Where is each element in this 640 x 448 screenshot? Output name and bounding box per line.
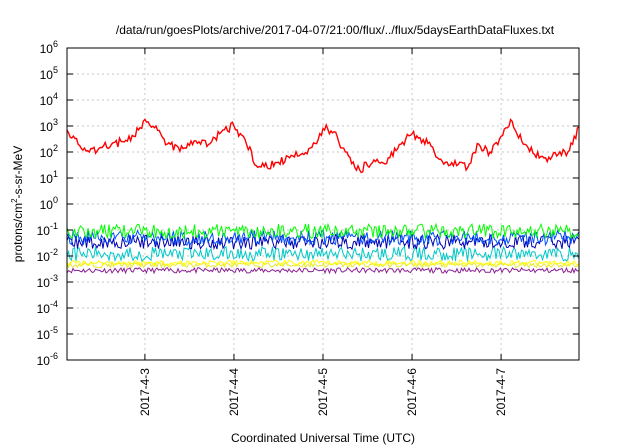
x-tick-label: 2017-4-6 [405, 368, 419, 416]
y-tick-label: 10-6 [37, 351, 58, 368]
grid-lines [67, 48, 579, 360]
y-tick-label: 10-3 [37, 273, 58, 290]
chart-title: /data/run/goesPlots/archive/2017-04-07/2… [116, 23, 555, 37]
y-tick-label: 106 [40, 39, 58, 56]
x-tick-label: 2017-4-4 [227, 368, 241, 416]
y-tick-label: 104 [40, 91, 58, 108]
series-line [66, 118, 580, 174]
y-tick-label: 101 [40, 169, 58, 186]
y-tick-label: 103 [40, 117, 58, 134]
series-line [66, 260, 579, 269]
series-line [66, 232, 579, 251]
x-tick-label: 2017-4-7 [494, 368, 508, 416]
y-tick-label: 105 [40, 65, 58, 82]
y-tick-label: 10-5 [37, 325, 58, 342]
y-tick-label: 10-2 [37, 247, 58, 264]
series-line [66, 266, 579, 275]
series-line [66, 222, 579, 240]
x-tick-label: 2017-4-5 [316, 368, 330, 416]
y-tick-label: 10-1 [37, 221, 58, 238]
y-tick-label: 10-4 [37, 299, 58, 316]
series-line [66, 259, 579, 267]
y-tick-label: 102 [40, 143, 58, 160]
y-axis: 10-6 10-5 10-4 10-3 10-2 10-1 100 101 102 103 104 1… [37, 39, 579, 368]
x-tick-label: 2017-4-3 [138, 368, 152, 416]
y-tick-label: 100 [40, 195, 58, 212]
data-series [66, 118, 580, 275]
x-axis: 2017-4-3 2017-4-4 2017-4-5 2017-4-6 2017-4-7 [138, 48, 508, 416]
x-axis-label: Coordinated Universal Time (UTC) [231, 431, 415, 445]
y-axis-label: protons/cm2-s-sr-MeV [10, 146, 25, 262]
